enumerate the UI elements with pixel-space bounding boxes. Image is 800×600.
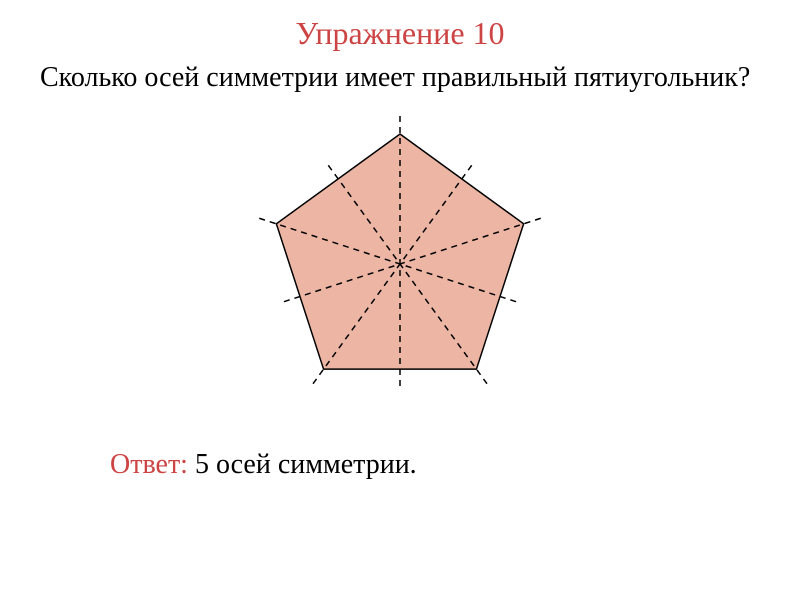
- answer-label: Ответ:: [110, 449, 188, 480]
- question-text: Сколько осей симметрии имеет правильный …: [0, 52, 800, 94]
- exercise-title: Упражнение 10: [0, 0, 800, 52]
- diagram-container: [0, 109, 800, 419]
- answer-line: Ответ: 5 осей симметрии.: [0, 419, 800, 481]
- question-content: Сколько осей симметрии имеет правильный …: [40, 62, 750, 93]
- pentagon-diagram: [250, 109, 550, 419]
- title-text: Упражнение 10: [295, 15, 504, 51]
- answer-text: 5 осей симметрии.: [188, 449, 417, 480]
